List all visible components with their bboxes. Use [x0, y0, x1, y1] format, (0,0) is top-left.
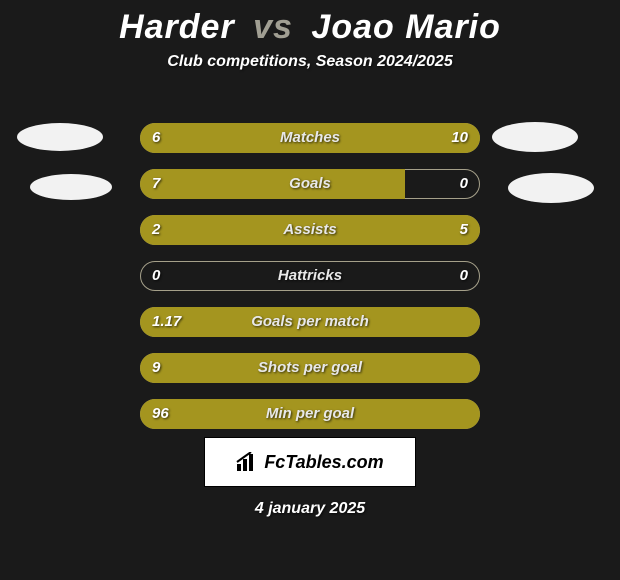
title-player1: Harder: [119, 8, 235, 46]
avatar-left-2: [30, 174, 112, 200]
brand-text: FcTables.com: [264, 452, 383, 473]
avatar-right-1: [492, 122, 578, 152]
brand-chart-icon: [236, 452, 258, 472]
stat-row: 25Assists: [140, 215, 480, 245]
stat-row: 610Matches: [140, 123, 480, 153]
stat-row-label: Hattricks: [140, 261, 480, 291]
stat-row: 1.17Goals per match: [140, 307, 480, 337]
avatar-right-2: [508, 173, 594, 203]
title: Harder vs Joao Mario: [0, 0, 620, 47]
stat-row-label: Goals per match: [140, 307, 480, 337]
title-player2: Joao Mario: [311, 8, 500, 46]
stat-row: 9Shots per goal: [140, 353, 480, 383]
stat-row-label: Min per goal: [140, 399, 480, 429]
title-vs: vs: [253, 8, 293, 46]
stat-row: 70Goals: [140, 169, 480, 199]
stat-row-label: Shots per goal: [140, 353, 480, 383]
avatar-left-1: [17, 123, 103, 151]
stat-row-label: Matches: [140, 123, 480, 153]
stat-row: 96Min per goal: [140, 399, 480, 429]
date-text: 4 january 2025: [0, 500, 620, 518]
stat-row-label: Assists: [140, 215, 480, 245]
brand-badge: FcTables.com: [204, 437, 416, 487]
stat-row-label: Goals: [140, 169, 480, 199]
stat-rows: 610Matches 70Goals 25Assists 00Hattricks 1.1…: [140, 123, 480, 445]
subtitle: Club competitions, Season 2024/2025: [0, 53, 620, 71]
stat-row: 00Hattricks: [140, 261, 480, 291]
comparison-infographic: Harder vs Joao Mario Club competitions, …: [0, 0, 620, 580]
